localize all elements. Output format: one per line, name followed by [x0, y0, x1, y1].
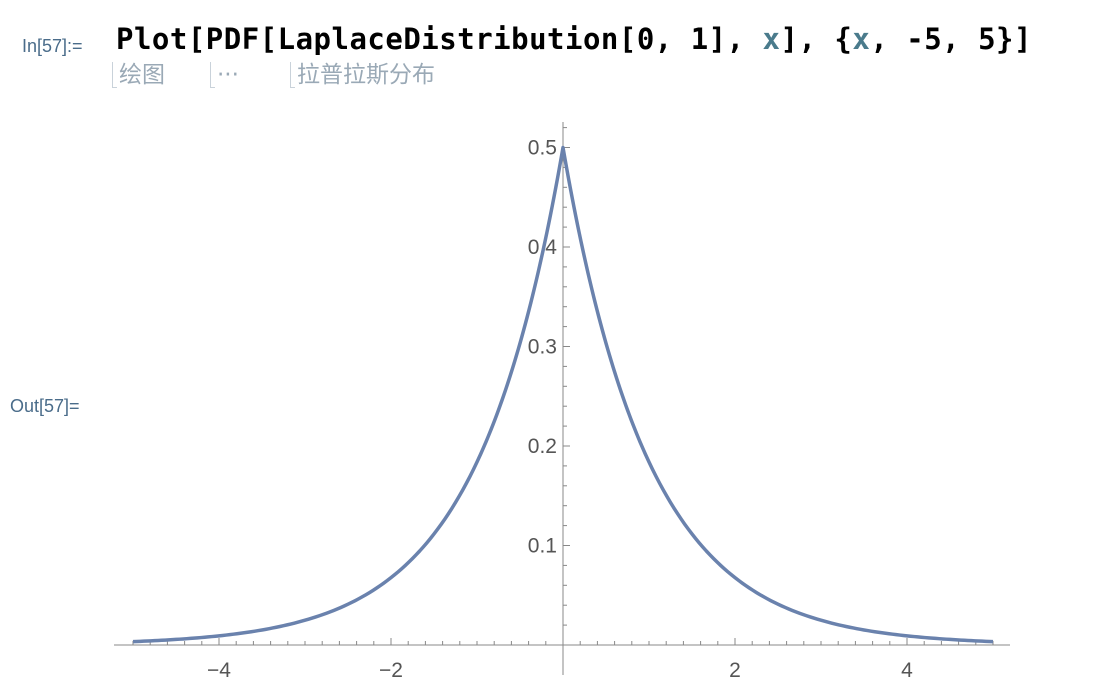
curve-layer — [132, 145, 994, 644]
x-tick-label: −4 — [207, 659, 231, 682]
x-tick-label: −2 — [379, 659, 403, 682]
suggestion-laplace-distribution[interactable]: 拉普拉斯分布 — [290, 62, 435, 88]
suggestion-more[interactable]: ··· — [210, 62, 239, 88]
tick-labels: −4 −2 2 40.10.20.30.40.5 — [207, 137, 913, 683]
input-expression[interactable]: Plot[PDF[LaplaceDistribution[0, 1], x], … — [116, 22, 1032, 56]
output-cell-label: Out[57]= — [10, 396, 80, 416]
input-cell-label: In[57]:= — [22, 36, 83, 56]
tick-marks — [132, 127, 994, 645]
y-tick-label: 0.3 — [528, 336, 557, 359]
variable-x: x — [852, 22, 871, 56]
y-tick-label: 0.2 — [528, 435, 557, 458]
variable-x: x — [762, 22, 781, 56]
y-tick-label: 0.1 — [528, 535, 557, 558]
pdf-curve — [132, 145, 994, 644]
y-tick-label: 0.5 — [528, 137, 557, 160]
axes — [114, 122, 1010, 675]
code-part: , -5, 5}] — [870, 22, 1032, 56]
suggestion-plot[interactable]: 绘图 — [112, 62, 165, 88]
code-part: ], { — [780, 22, 853, 56]
x-tick-label: 2 — [729, 659, 741, 682]
code-part: Plot[PDF[LaplaceDistribution[0, 1], — [116, 22, 763, 56]
x-tick-label: 4 — [901, 659, 913, 682]
